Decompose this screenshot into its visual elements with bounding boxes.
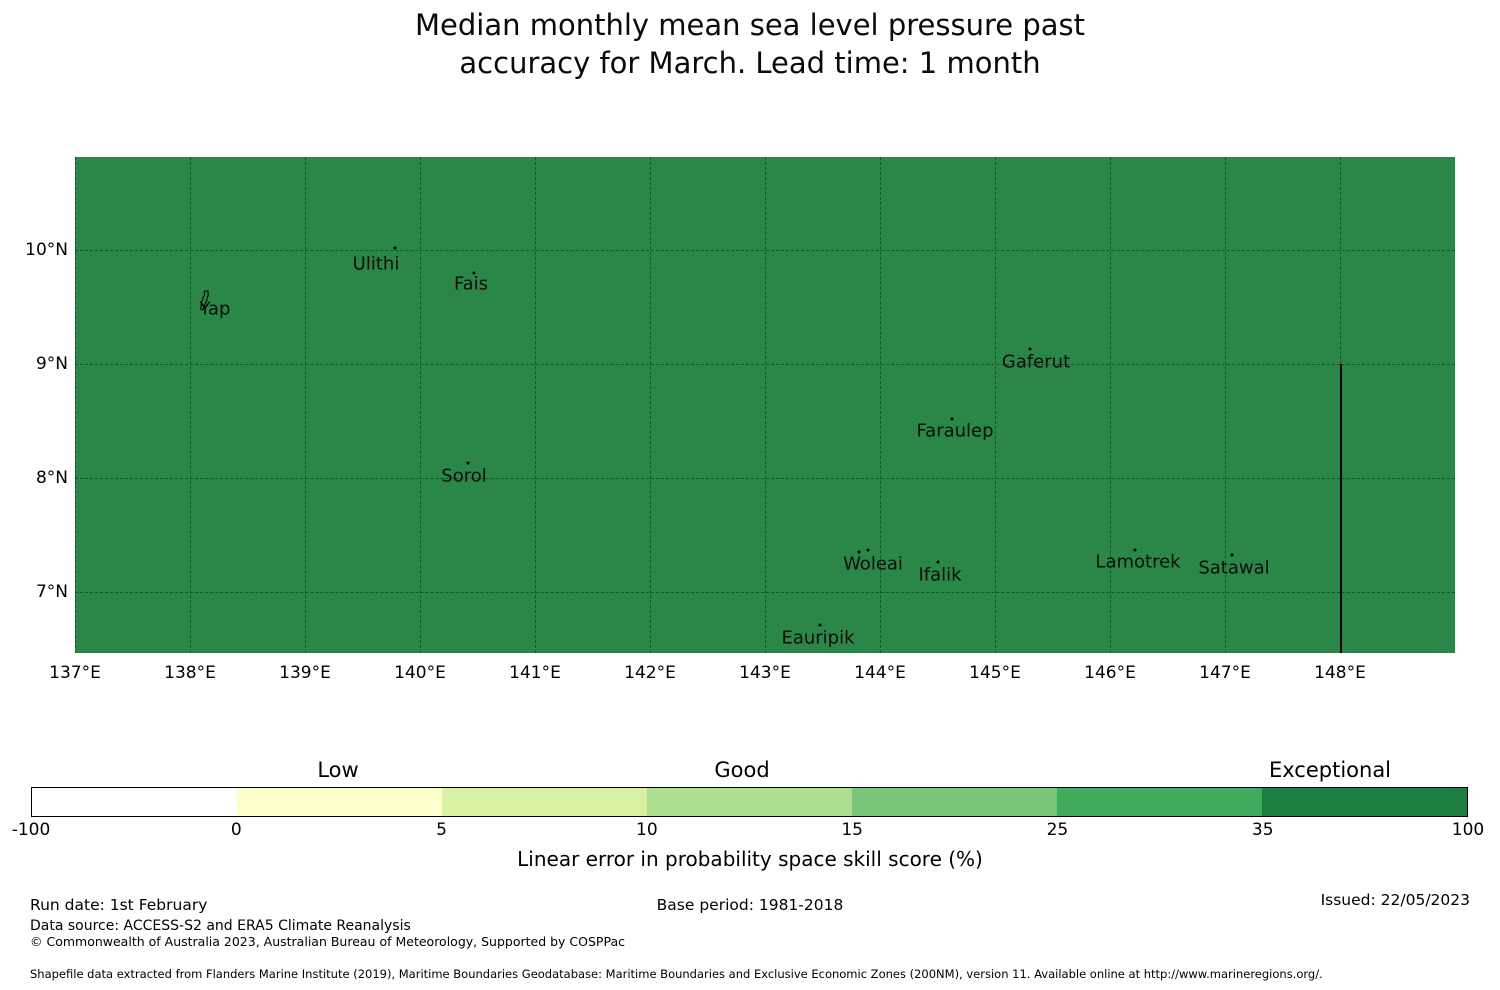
colorbar-category-low: Low	[317, 758, 359, 782]
colorbar-tick-label: 15	[841, 820, 863, 840]
x-tick-label: 147°E	[1199, 663, 1251, 683]
island-label-eauripik: Eauripik	[781, 627, 855, 649]
figure-title-line1: Median monthly mean sea level pressure p…	[415, 8, 1085, 42]
island-label-lamotrek: Lamotrek	[1095, 551, 1181, 573]
x-tick-label: 140°E	[394, 663, 446, 683]
colorbar-category-exceptional: Exceptional	[1268, 758, 1392, 782]
longitude-gridline	[75, 157, 76, 653]
latitude-gridline	[75, 364, 1455, 365]
colorbar-tick-label: 35	[1251, 820, 1274, 840]
base-period-text: Base period: 1981-2018	[656, 896, 844, 914]
shapefile-note-text: Shapefile data extracted from Flanders M…	[30, 967, 1323, 981]
longitude-gridline	[880, 157, 881, 653]
latitude-gridline	[75, 478, 1455, 479]
colorbar-tick-label: 10	[636, 820, 658, 840]
data-source-text: Data source: ACCESS-S2 and ERA5 Climate …	[30, 918, 411, 934]
longitude-gridline	[1225, 157, 1226, 653]
y-tick-label: 9°N	[35, 354, 68, 374]
island-marker-dot	[1028, 347, 1032, 351]
x-tick-label: 143°E	[739, 663, 791, 683]
island-marker-dot	[393, 246, 397, 250]
longitude-gridline	[650, 157, 651, 653]
island-marker-dot	[936, 560, 940, 564]
colorbar-segment	[647, 788, 852, 816]
x-tick-label: 142°E	[624, 663, 676, 683]
longitude-gridline	[190, 157, 191, 653]
colorbar-tick-label: 5	[436, 820, 447, 840]
issued-date-text: Issued: 22/05/2023	[1320, 891, 1470, 909]
island-outline-yap	[197, 290, 213, 316]
longitude-gridline	[305, 157, 306, 653]
island-label-ifalik: Ifalik	[918, 564, 962, 586]
longitude-gridline	[995, 157, 996, 653]
x-tick-label: 146°E	[1084, 663, 1136, 683]
x-tick-label: 145°E	[969, 663, 1021, 683]
island-marker-dot	[818, 623, 822, 627]
x-tick-label: 139°E	[279, 663, 331, 683]
longitude-gridline	[765, 157, 766, 653]
colorbar-segment	[852, 788, 1057, 816]
longitude-gridline	[535, 157, 536, 653]
colorbar-segment	[1262, 788, 1467, 816]
figure-title: Median monthly mean sea level pressure p…	[0, 6, 1500, 82]
colorbar	[31, 787, 1468, 817]
colorbar-segment	[32, 788, 237, 816]
colorbar-axis-label: Linear error in probability space skill …	[517, 847, 983, 871]
island-marker-dot	[472, 271, 476, 275]
island-label-woleai: Woleai	[843, 553, 903, 575]
island-label-yap: Yap	[199, 298, 231, 320]
island-marker-dot	[866, 548, 870, 552]
figure-title-line2: accuracy for March. Lead time: 1 month	[459, 46, 1041, 80]
island-marker-dot	[466, 461, 470, 465]
island-marker-dot	[1230, 553, 1234, 557]
map-area: Yap Ulithi Fais Gaferut Faraulep Sorol Woleai I…	[75, 157, 1455, 653]
island-label-satawal: Satawal	[1198, 557, 1270, 579]
copyright-text: © Commonwealth of Australia 2023, Austra…	[30, 934, 625, 949]
island-label-gaferut: Gaferut	[1001, 351, 1071, 373]
island-label-ulithi: Ulithi	[352, 253, 400, 275]
island-label-fais: Fais	[453, 273, 489, 295]
longitude-gridline	[1110, 157, 1111, 653]
colorbar-tick-label: 25	[1046, 820, 1069, 840]
latitude-gridline	[75, 592, 1455, 593]
island-label-sorol: Sorol	[441, 465, 487, 487]
colorbar-segment	[442, 788, 647, 816]
island-marker-dot	[857, 550, 861, 554]
run-date-text: Run date: 1st February	[30, 896, 208, 914]
latitude-gridline	[75, 250, 1455, 251]
x-tick-label: 138°E	[164, 663, 216, 683]
colorbar-tick-label: -100	[11, 820, 51, 840]
colorbar-category-good: Good	[714, 758, 770, 782]
y-tick-label: 7°N	[35, 582, 68, 602]
colorbar-tick-label: 0	[230, 820, 242, 840]
x-tick-label: 137°E	[49, 663, 101, 683]
island-marker-dot	[950, 417, 954, 421]
colorbar-segment	[237, 788, 442, 816]
y-tick-label: 10°N	[25, 240, 68, 260]
colorbar-segment	[1057, 788, 1262, 816]
island-label-faraulep: Faraulep	[916, 420, 994, 442]
y-tick-label: 8°N	[35, 468, 68, 488]
colorbar-tick-label: 100	[1451, 820, 1485, 840]
x-tick-label: 141°E	[509, 663, 561, 683]
x-tick-label: 148°E	[1314, 663, 1366, 683]
island-marker-dot	[1133, 548, 1137, 552]
eez-boundary-line	[1340, 364, 1342, 653]
x-tick-label: 144°E	[854, 663, 906, 683]
longitude-gridline	[420, 157, 421, 653]
